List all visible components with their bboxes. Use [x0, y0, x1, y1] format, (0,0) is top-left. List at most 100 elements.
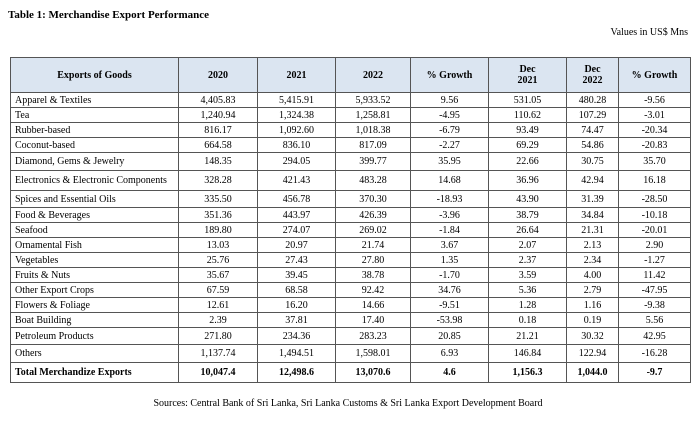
- cell-value: 370.30: [335, 190, 411, 208]
- cell-value: 9.56: [410, 92, 489, 108]
- cell-value: 30.75: [566, 152, 619, 171]
- row-label: Spices and Essential Oils: [10, 190, 179, 208]
- column-header: % Growth: [410, 57, 489, 93]
- cell-value: 93.49: [488, 122, 567, 138]
- row-label: Apparel & Textiles: [10, 92, 179, 108]
- cell-value: -1.84: [410, 222, 489, 238]
- row-label: Total Merchandize Exports: [10, 362, 179, 383]
- cell-value: 17.40: [335, 312, 411, 328]
- cell-value: 12.61: [178, 297, 258, 313]
- cell-value: 483.28: [335, 170, 411, 191]
- row-label: Others: [10, 344, 179, 363]
- column-header-text: 2020: [208, 69, 228, 81]
- cell-value: 1,240.94: [178, 107, 258, 123]
- table-row: Other Export Crops 67.59 68.58 92.42 34.76 5.…: [10, 282, 691, 298]
- cell-value: -10.18: [618, 207, 691, 223]
- column-header-text: Dec 2022: [582, 64, 603, 86]
- cell-value: 1,018.38: [335, 122, 411, 138]
- table-row: Tea 1,240.94 1,324.38 1,258.81 -4.95 110.62 10…: [10, 107, 691, 123]
- cell-value: 531.05: [488, 92, 567, 108]
- cell-value: 2.90: [618, 237, 691, 253]
- cell-value: 16.20: [257, 297, 336, 313]
- cell-value: 1.28: [488, 297, 567, 313]
- column-header: 2020: [178, 57, 258, 93]
- cell-value: 294.05: [257, 152, 336, 171]
- table-body: Apparel & Textiles 4,405.83 5,415.91 5,933.…: [10, 92, 691, 383]
- cell-value: 836.10: [257, 137, 336, 153]
- cell-value: 16.18: [618, 170, 691, 191]
- cell-value: 21.74: [335, 237, 411, 253]
- cell-value: 43.90: [488, 190, 567, 208]
- cell-value: 38.79: [488, 207, 567, 223]
- cell-value: 234.36: [257, 327, 336, 345]
- cell-value: -9.56: [618, 92, 691, 108]
- row-label: Other Export Crops: [10, 282, 179, 298]
- cell-value: 67.59: [178, 282, 258, 298]
- table-row: Electronics & Electronic Components 328.2…: [10, 170, 691, 191]
- cell-value: 5.36: [488, 282, 567, 298]
- cell-value: -20.34: [618, 122, 691, 138]
- cell-value: -1.70: [410, 267, 489, 283]
- table-row: Ornamental Fish 13.03 20.97 21.74 3.67 2.07 2.…: [10, 237, 691, 253]
- cell-value: 30.32: [566, 327, 619, 345]
- cell-value: 1,324.38: [257, 107, 336, 123]
- row-label: Boat Building: [10, 312, 179, 328]
- cell-value: 27.43: [257, 252, 336, 268]
- row-label: Food & Beverages: [10, 207, 179, 223]
- cell-value: 146.84: [488, 344, 567, 363]
- table-row: Flowers & Foliage 12.61 16.20 14.66 -9.51 1.2…: [10, 297, 691, 313]
- cell-value: 38.78: [335, 267, 411, 283]
- cell-value: 110.62: [488, 107, 567, 123]
- cell-value: 269.02: [335, 222, 411, 238]
- cell-value: 37.81: [257, 312, 336, 328]
- cell-value: 1,156.3: [488, 362, 567, 383]
- cell-value: -9.38: [618, 297, 691, 313]
- cell-value: 42.95: [618, 327, 691, 345]
- column-header: 2022: [335, 57, 411, 93]
- cell-value: 664.58: [178, 137, 258, 153]
- cell-value: 35.95: [410, 152, 489, 171]
- column-header-text: % Growth: [631, 69, 678, 81]
- cell-value: 2.79: [566, 282, 619, 298]
- cell-value: 189.80: [178, 222, 258, 238]
- cell-value: 2.07: [488, 237, 567, 253]
- cell-value: 4.6: [410, 362, 489, 383]
- cell-value: 35.67: [178, 267, 258, 283]
- cell-value: -6.79: [410, 122, 489, 138]
- cell-value: 426.39: [335, 207, 411, 223]
- cell-value: 351.36: [178, 207, 258, 223]
- cell-value: 35.70: [618, 152, 691, 171]
- row-label: Diamond, Gems & Jewelry: [10, 152, 179, 171]
- cell-value: 5,415.91: [257, 92, 336, 108]
- cell-value: 5,933.52: [335, 92, 411, 108]
- cell-value: 92.42: [335, 282, 411, 298]
- export-table: Exports of Goods 2020 2021 2022 % Growth Dec …: [10, 57, 691, 383]
- cell-value: -3.96: [410, 207, 489, 223]
- cell-value: -2.27: [410, 137, 489, 153]
- cell-value: 456.78: [257, 190, 336, 208]
- cell-value: 1,044.0: [566, 362, 619, 383]
- cell-value: -4.95: [410, 107, 489, 123]
- cell-value: -1.27: [618, 252, 691, 268]
- cell-value: 148.35: [178, 152, 258, 171]
- cell-value: 68.58: [257, 282, 336, 298]
- table-row: Apparel & Textiles 4,405.83 5,415.91 5,933.…: [10, 92, 691, 108]
- cell-value: 2.37: [488, 252, 567, 268]
- row-label: Rubber-based: [10, 122, 179, 138]
- row-label: Flowers & Foliage: [10, 297, 179, 313]
- column-header: 2021: [257, 57, 336, 93]
- cell-value: 5.56: [618, 312, 691, 328]
- column-header: Dec 2022: [566, 57, 619, 93]
- cell-value: 2.39: [178, 312, 258, 328]
- cell-value: 335.50: [178, 190, 258, 208]
- cell-value: -20.83: [618, 137, 691, 153]
- cell-value: 26.64: [488, 222, 567, 238]
- cell-value: 480.28: [566, 92, 619, 108]
- cell-value: 14.68: [410, 170, 489, 191]
- cell-value: 69.29: [488, 137, 567, 153]
- cell-value: -47.95: [618, 282, 691, 298]
- cell-value: -18.93: [410, 190, 489, 208]
- header-row: Exports of Goods 2020 2021 2022 % Growth Dec …: [10, 57, 691, 93]
- total-row: Total Merchandize Exports 10,047.4 12,498.…: [10, 362, 691, 383]
